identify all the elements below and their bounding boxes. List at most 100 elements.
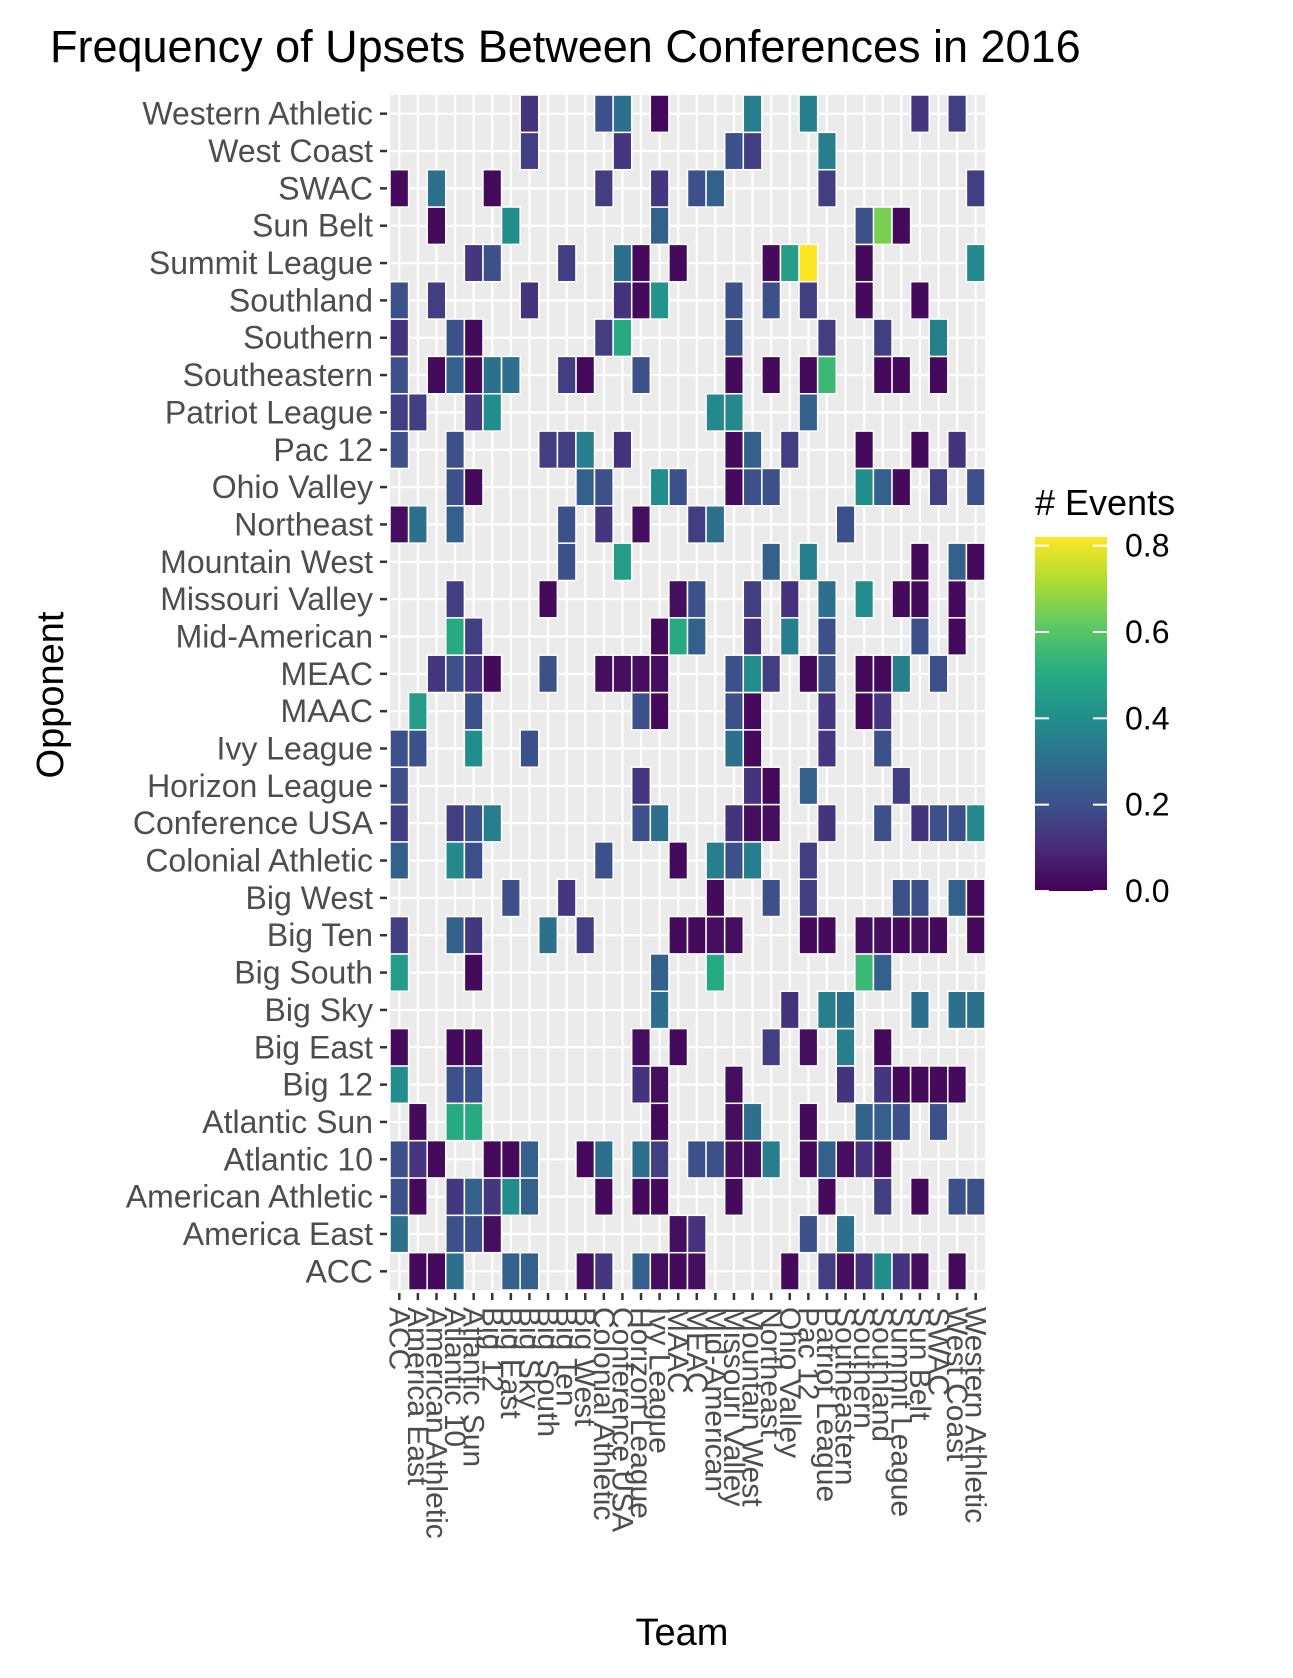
heatmap-tile — [389, 953, 410, 992]
heatmap-tile — [723, 654, 745, 694]
heatmap-tile — [798, 1214, 819, 1254]
heatmap-tile — [965, 467, 986, 507]
heatmap-tile — [668, 467, 689, 507]
heatmap-tile — [463, 243, 484, 283]
heatmap-tile — [816, 654, 837, 694]
heatmap-tile — [500, 1139, 521, 1179]
heatmap-tile — [816, 1177, 837, 1217]
heatmap-tile — [798, 766, 819, 806]
heatmap-tile — [705, 953, 726, 992]
x-tick-label: Ivy League — [643, 1307, 676, 1454]
x-tick-label: Northeast — [754, 1307, 787, 1438]
heatmap-tile — [816, 617, 837, 656]
heatmap-tile — [705, 841, 726, 880]
heatmap-tile — [723, 1177, 745, 1217]
heatmap-tile — [463, 1177, 484, 1217]
heatmap-tile — [928, 803, 949, 843]
heatmap-tile — [798, 94, 819, 134]
x-tick-label: Missouri Valley — [717, 1307, 750, 1507]
heatmap-tile — [445, 803, 466, 843]
heatmap-tile — [798, 654, 819, 694]
heatmap-tile — [965, 1177, 986, 1217]
heatmap-tile — [872, 729, 893, 768]
heatmap-tile — [779, 430, 800, 470]
heatmap-tile — [854, 953, 875, 992]
heatmap-tile — [798, 1139, 819, 1179]
heatmap-tile — [593, 1251, 614, 1291]
x-tick-label: Big Ten — [550, 1307, 583, 1407]
heatmap-tile — [928, 318, 949, 358]
heatmap-tile — [909, 915, 930, 955]
heatmap-tile — [872, 1102, 893, 1142]
heatmap-tile — [723, 729, 745, 768]
heatmap-tile — [463, 1102, 484, 1142]
heatmap-tile — [407, 505, 428, 544]
heatmap-tile — [575, 1251, 596, 1291]
heatmap-tile — [723, 430, 745, 470]
heatmap-tile — [500, 206, 521, 246]
heatmap-tile — [705, 915, 726, 955]
heatmap-tile — [389, 803, 410, 843]
heatmap-tile — [723, 841, 745, 880]
heatmap-tile — [630, 1027, 652, 1067]
heatmap-tile — [668, 1214, 689, 1254]
heatmap-tile — [761, 467, 782, 507]
heatmap-tile — [872, 691, 893, 731]
y-tick-label: MAAC — [281, 693, 373, 729]
heatmap-tile — [742, 803, 763, 843]
heatmap-tile — [891, 766, 912, 806]
heatmap-tiles — [389, 94, 986, 1291]
legend: # Events 0.0 0.2 0.4 0.6 0.8 — [1035, 482, 1175, 909]
heatmap-tile — [389, 841, 410, 880]
heatmap-tile — [742, 131, 763, 171]
heatmap-tile — [519, 1177, 540, 1217]
x-tick-label: America East — [401, 1307, 434, 1486]
heatmap-tile — [426, 1139, 447, 1179]
y-tick-label: Ohio Valley — [212, 469, 373, 505]
x-tick-label: Southland — [866, 1307, 899, 1442]
heatmap-tile — [482, 654, 503, 694]
heatmap-tile — [668, 617, 689, 656]
heatmap-tile — [723, 1065, 745, 1105]
heatmap-tile — [538, 430, 559, 470]
x-tick-label: Atlantic 10 — [438, 1307, 471, 1447]
heatmap-tile — [649, 168, 670, 208]
heatmap-tile — [816, 579, 837, 619]
heatmap-tile — [742, 654, 763, 694]
heatmap-tile — [761, 654, 782, 694]
heatmap-tile — [742, 729, 763, 768]
heatmap-tile — [835, 1214, 856, 1254]
heatmap-tile — [593, 1177, 614, 1217]
x-tick-label: Ohio Valley — [773, 1307, 806, 1458]
heatmap-tile — [407, 393, 428, 432]
x-tick-label: Western Athletic — [959, 1307, 992, 1523]
heatmap-tile — [742, 1102, 763, 1142]
heatmap-tile — [779, 990, 800, 1030]
heatmap-tile — [742, 691, 763, 731]
heatmap-tile — [630, 243, 652, 283]
y-tick-label: Big West — [246, 880, 374, 916]
heatmap-tile — [686, 579, 707, 619]
y-tick-label: Missouri Valley — [160, 581, 373, 617]
x-tick-label: American Athletic — [419, 1307, 452, 1539]
heatmap-tile — [407, 1251, 428, 1291]
heatmap-tile — [630, 1251, 652, 1291]
heatmap-tile — [928, 1065, 949, 1105]
heatmap-tile — [816, 131, 837, 171]
heatmap-tile — [705, 168, 726, 208]
heatmap-tile — [742, 94, 763, 134]
legend-colorbar — [1035, 537, 1107, 891]
heatmap-tile — [742, 841, 763, 880]
heatmap-tile — [630, 803, 652, 843]
heatmap-tile — [947, 542, 968, 582]
x-tick-label: Summit League — [884, 1307, 917, 1517]
heatmap-tile — [891, 1065, 912, 1105]
heatmap-tile — [407, 691, 428, 731]
heatmap-tile — [463, 467, 484, 507]
heatmap-tile — [947, 617, 968, 656]
heatmap-tile — [928, 467, 949, 507]
heatmap-tile — [556, 505, 577, 544]
heatmap-tile — [686, 915, 707, 955]
heatmap-tile — [500, 1251, 521, 1291]
